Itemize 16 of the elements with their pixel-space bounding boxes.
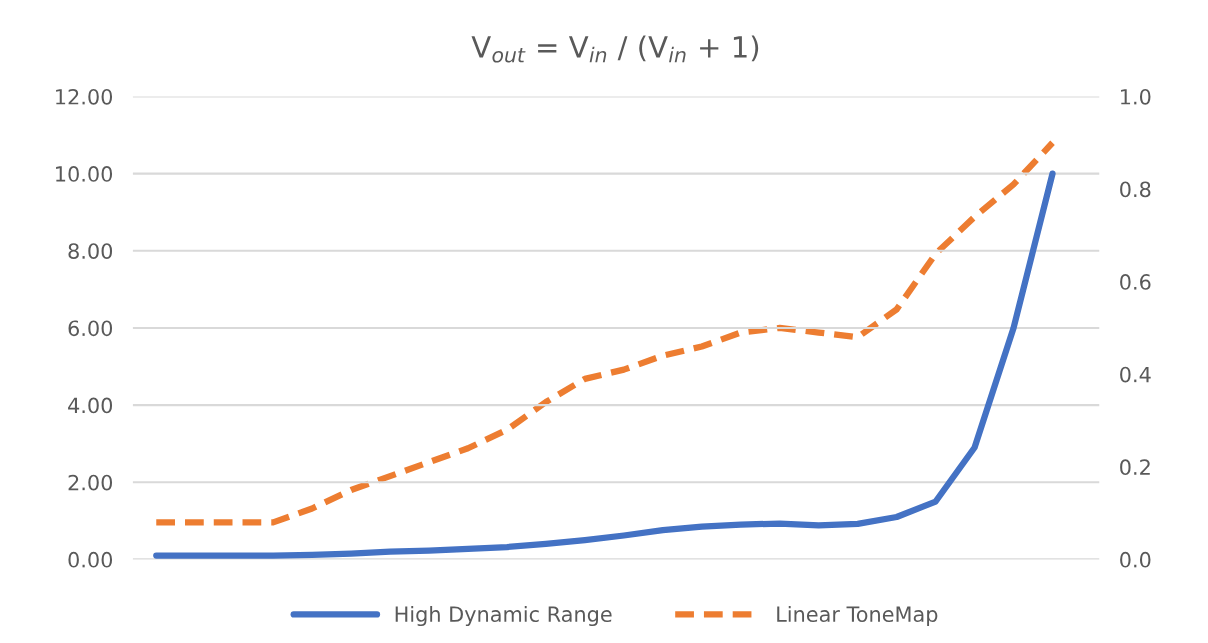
y2-tick-label: 0.8	[1120, 181, 1151, 198]
y2-tick-label: 0.2	[1120, 459, 1150, 476]
y2-tick-label: 0.0	[1120, 551, 1151, 568]
y-tick-label: 2.00	[68, 474, 113, 491]
y-tick-label: 6.00	[68, 320, 113, 337]
legend-label: Linear ToneMap	[777, 605, 938, 627]
y-tick-label: 8.00	[68, 243, 113, 259]
y-tick-label: 12.00	[56, 88, 113, 105]
y2-tick-label: 0.4	[1120, 366, 1151, 383]
chart-title: V$_{out}$ = V$_{in}$ / (V$_{in}$ + 1)	[471, 35, 759, 63]
y-tick-label: 10.00	[56, 166, 113, 182]
y-tick-label: 0.00	[68, 551, 113, 568]
y2-tick-label: 0.6	[1120, 274, 1151, 290]
y2-tick-label: 1.0	[1121, 88, 1151, 105]
legend-label: High Dynamic Range	[395, 605, 612, 627]
y-tick-label: 4.00	[68, 397, 113, 414]
